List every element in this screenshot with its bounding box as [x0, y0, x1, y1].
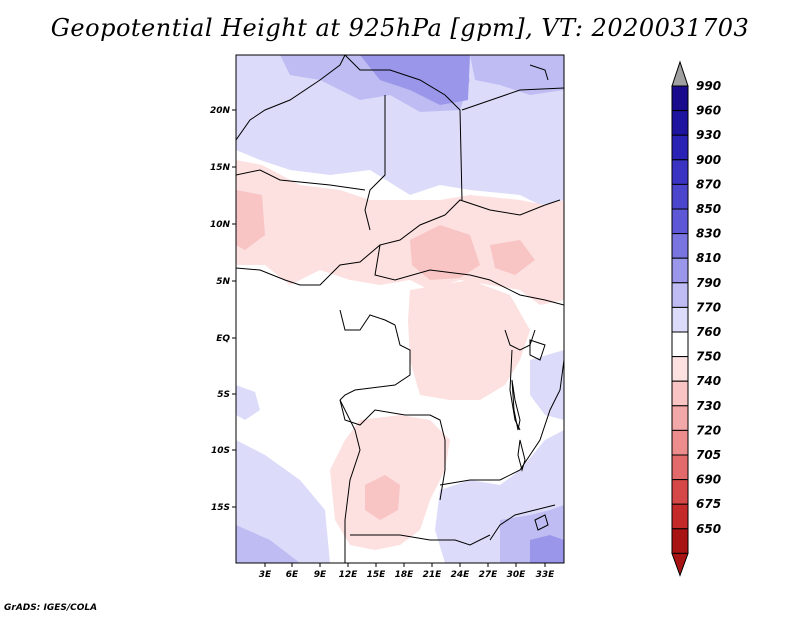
colorbar-swatch: [671, 85, 689, 112]
colorbar-swatch: [671, 331, 689, 358]
colorbar-swatch: [671, 110, 689, 136]
lat-tick-label: EQ: [216, 334, 230, 344]
contour-790-sw: [236, 525, 300, 563]
contour-770-sw: [236, 440, 330, 563]
lat-tick-label: 15S: [211, 503, 230, 513]
colorbar-label: 675: [696, 497, 721, 511]
colorbar-swatch: [671, 134, 689, 161]
colorbar-label: 960: [696, 104, 721, 118]
colorbar-swatch: [671, 257, 689, 284]
colorbar-swatch: [671, 454, 689, 481]
colorbar-label: 740: [696, 374, 721, 388]
contour-740-angola: [365, 475, 400, 520]
grads-credit: GrADS: IGES/COLA: [4, 603, 98, 613]
contour-810-se: [530, 535, 564, 563]
lon-tick-label: 9E: [314, 570, 327, 580]
colorbar-label: 870: [696, 177, 721, 191]
colorbar-label: 705: [696, 448, 721, 462]
colorbar-swatch: [671, 356, 689, 382]
colorbar-label: 790: [696, 276, 721, 290]
colorbar-label: 720: [696, 423, 721, 437]
colorbar-swatch: [671, 233, 689, 259]
contour-770-w: [236, 385, 260, 420]
colorbar-label: 730: [696, 399, 721, 413]
colorbar-swatch: [671, 429, 689, 456]
colorbar-bottom-arrow: [671, 552, 689, 577]
borders: [236, 55, 564, 563]
height-field: [236, 55, 564, 563]
colorbar-swatch: [671, 159, 689, 185]
lon-tick-label: 21E: [423, 570, 443, 580]
colorbar-label: 650: [696, 522, 721, 536]
lat-tick-label: 10S: [211, 446, 230, 456]
colorbar-label: 850: [696, 202, 721, 216]
lat-tick-label: 15N: [210, 163, 231, 173]
chart-title: Geopotential Height at 925hPa [gpm], VT:…: [50, 14, 750, 42]
contour-740-sudan: [490, 240, 535, 275]
lon-tick-label: 33E: [536, 570, 556, 580]
lat-tick-label: 5N: [216, 277, 230, 287]
contour-740-car: [410, 225, 480, 280]
colorbar-label: 810: [696, 251, 721, 265]
contour-750-band: [236, 160, 564, 305]
colorbar-swatch: [671, 183, 689, 210]
lon-tick-label: 12E: [339, 570, 359, 580]
colorbar-swatch: [671, 306, 689, 333]
colorbar-label: 830: [696, 227, 721, 241]
lat-axis: 20N 15N 10N 5N EQ 5S 10S 15S: [210, 106, 236, 513]
lakes: [511, 339, 549, 531]
colorbar-swatch: [671, 528, 689, 554]
contour-740-west: [236, 190, 265, 250]
colorbar-swatch: [671, 503, 689, 530]
colorbar-swatch: [671, 380, 689, 407]
map-frame: [235, 54, 565, 564]
lon-tick-label: 15E: [367, 570, 387, 580]
contour-770-north: [236, 55, 564, 205]
colorbar-label: 760: [696, 325, 721, 339]
lon-tick-label: 6E: [286, 570, 299, 580]
lat-tick-label: 5S: [217, 390, 230, 400]
colorbar-swatch: [671, 479, 689, 505]
colorbar-label: 990: [696, 79, 721, 93]
lat-tick-label: 20N: [210, 106, 231, 116]
lon-tick-label: 30E: [507, 570, 527, 580]
contour-750-congo: [408, 280, 530, 400]
colorbar-swatch: [671, 282, 689, 308]
lon-tick-label: 24E: [451, 570, 471, 580]
colorbar-label: 690: [696, 473, 721, 487]
colorbar-label: 750: [696, 350, 721, 364]
colorbar-swatch: [671, 405, 689, 431]
colorbar-label: 900: [696, 153, 721, 167]
lon-tick-label: 18E: [395, 570, 415, 580]
colorbar-swatch: [671, 208, 689, 235]
lon-axis: 3E 6E 9E 12E 15E 18E 21E 24E 27E 30E 33E: [259, 563, 555, 580]
contour-810-north: [360, 55, 470, 105]
lat-tick-label: 10N: [210, 220, 231, 230]
lon-tick-label: 27E: [479, 570, 499, 580]
contour-790-ne: [470, 55, 564, 95]
contour-770-east: [530, 350, 564, 420]
colorbar-label: 930: [696, 128, 721, 142]
lon-tick-label: 3E: [259, 570, 272, 580]
colorbar-label: 770: [696, 300, 721, 314]
colorbar-top-arrow: [671, 60, 689, 87]
